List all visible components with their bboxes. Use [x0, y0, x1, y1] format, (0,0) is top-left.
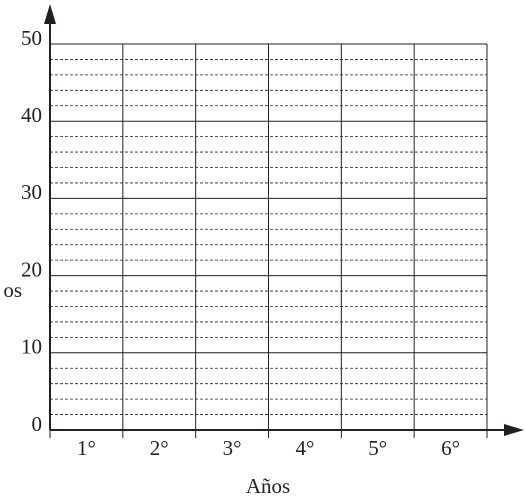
x-tick-label: 1° — [77, 436, 96, 460]
y-tick-label: 10 — [21, 335, 42, 359]
y-axis-label: os — [3, 278, 22, 302]
y-tick-label: 0 — [32, 412, 43, 436]
x-tick-label: 3° — [223, 436, 242, 460]
x-tick-label: 6° — [441, 436, 460, 460]
x-axis-label: Años — [246, 474, 290, 498]
x-tick-label: 4° — [295, 436, 314, 460]
y-axis-arrow — [44, 4, 56, 24]
y-tick-label: 30 — [21, 180, 42, 204]
x-tick-label: 5° — [368, 436, 387, 460]
x-axis-arrow — [504, 424, 524, 436]
y-tick-label: 20 — [21, 257, 42, 281]
x-tick-label: 2° — [150, 436, 169, 460]
y-tick-label: 50 — [21, 26, 42, 50]
y-tick-label: 40 — [21, 103, 42, 127]
